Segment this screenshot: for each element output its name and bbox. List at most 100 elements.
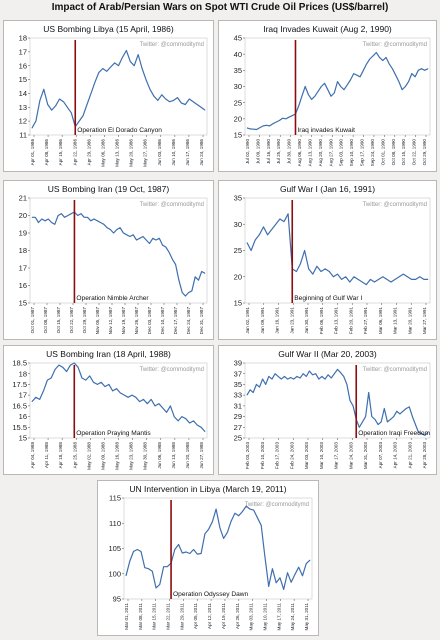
y-tick-label: 16	[19, 281, 27, 290]
data-point	[70, 213, 72, 215]
data-point	[257, 517, 258, 519]
x-tick-label: Mar 15, 2011	[152, 603, 157, 630]
data-point	[259, 127, 261, 128]
data-point	[215, 508, 217, 510]
data-point	[280, 378, 282, 380]
x-tick-label: May 24, 2011	[290, 603, 295, 631]
data-point	[298, 566, 300, 568]
data-point	[193, 420, 194, 422]
x-tick-label: Mar 17, 2003	[334, 442, 339, 470]
data-point	[110, 66, 111, 68]
data-point	[123, 394, 125, 396]
x-tick-label: Apr 22, 1986	[72, 139, 77, 166]
data-point	[312, 374, 313, 376]
data-point	[253, 509, 255, 511]
chart-title: US Bombing Iran (19 Oct, 1987)	[48, 184, 170, 194]
x-tick-label: Oct 29, 1990	[422, 139, 427, 166]
x-tick-label: May 13, 1986	[115, 139, 120, 167]
x-tick-label: Feb 10, 2003	[260, 442, 265, 470]
chart-title: Gulf War I (Jan 16, 1991)	[280, 184, 375, 194]
data-point	[249, 508, 251, 510]
data-point	[324, 268, 326, 270]
data-point	[64, 216, 65, 218]
data-point	[35, 396, 37, 398]
data-point	[200, 553, 202, 554]
data-point	[370, 279, 371, 280]
data-point	[316, 265, 318, 267]
y-tick-label: 115	[109, 494, 121, 503]
data-point	[159, 584, 161, 585]
data-point	[372, 55, 374, 57]
event-label: Operation Iraqi Freedom	[358, 430, 430, 437]
y-tick-label: 17	[19, 391, 27, 400]
data-point	[246, 394, 248, 396]
data-point	[402, 273, 404, 275]
data-point	[337, 81, 338, 82]
data-point	[256, 129, 258, 130]
data-point	[275, 582, 277, 584]
y-tick-label: 15	[19, 434, 27, 443]
chart-panel-gulf-war-1: Gulf War I (Jan 16, 1991) 15 20 25 30 35 Jan 0…	[218, 180, 437, 340]
data-point	[399, 413, 401, 415]
watermark: Twitter: @commoditymd	[363, 367, 427, 373]
data-point	[386, 279, 388, 280]
y-tick-label: 17	[19, 47, 27, 56]
data-point	[418, 432, 419, 433]
x-tick-label: Jan 09, 1991	[260, 307, 265, 334]
data-point	[122, 57, 123, 58]
data-point	[158, 237, 160, 239]
data-point	[86, 104, 88, 105]
x-tick-label: Apr 05, 2011	[193, 603, 198, 629]
data-point	[100, 222, 101, 223]
x-tick-label: Feb 20, 1991	[348, 307, 353, 335]
y-tick-label: 16	[19, 412, 27, 421]
data-point	[408, 406, 410, 408]
data-point	[173, 416, 175, 417]
data-point	[185, 295, 186, 297]
x-tick-label: Mar 01, 2011	[124, 603, 129, 630]
x-tick-label: Jun 03, 1986	[157, 139, 162, 166]
data-point	[43, 390, 44, 392]
data-point	[78, 120, 80, 122]
data-point	[204, 109, 206, 111]
data-point	[382, 60, 384, 61]
data-point	[135, 396, 137, 398]
y-tick-label: 21	[19, 194, 27, 203]
y-tick-label: 27	[234, 423, 242, 432]
data-point	[242, 511, 243, 512]
y-tick-label: 11	[19, 131, 27, 140]
data-point	[90, 93, 92, 94]
chart-panel-gulf-war-2: Gulf War II (Mar 20, 2003) 25 27 29 31 33 35 37…	[218, 345, 437, 475]
y-tick-label: 35	[234, 194, 242, 203]
data-point	[58, 364, 60, 366]
y-tick-label: 16.5	[12, 401, 27, 410]
data-point	[77, 366, 79, 368]
watermark: Twitter: @commoditymd	[363, 202, 427, 208]
data-point	[294, 573, 296, 575]
x-tick-label: Oct 01, 1990	[380, 139, 385, 166]
data-point	[343, 89, 345, 91]
data-point	[298, 105, 300, 107]
data-point	[245, 505, 247, 507]
data-point	[161, 94, 163, 96]
y-tick-label: 12	[19, 117, 27, 126]
x-tick-label: Apr 15, 1986	[58, 139, 63, 166]
x-tick-label: Mar 08, 2011	[138, 603, 143, 630]
data-point	[317, 90, 319, 92]
price-series-line	[31, 49, 206, 129]
data-point	[118, 65, 119, 67]
y-tick-label: 15	[234, 131, 242, 140]
data-point	[54, 369, 56, 370]
y-tick-label: 13	[19, 103, 27, 112]
data-point	[194, 276, 196, 278]
chart-svg: Gulf War I (Jan 16, 1991) 15 20 25 30 35 Jan 0…	[234, 184, 431, 335]
data-point	[39, 100, 41, 101]
data-point	[256, 384, 257, 385]
data-point	[97, 384, 98, 385]
data-point	[168, 251, 170, 253]
data-point	[366, 63, 367, 65]
x-tick-label: Feb 17, 2003	[275, 442, 280, 470]
y-tick-label: 18	[19, 246, 27, 255]
y-tick-label: 18	[19, 34, 27, 43]
